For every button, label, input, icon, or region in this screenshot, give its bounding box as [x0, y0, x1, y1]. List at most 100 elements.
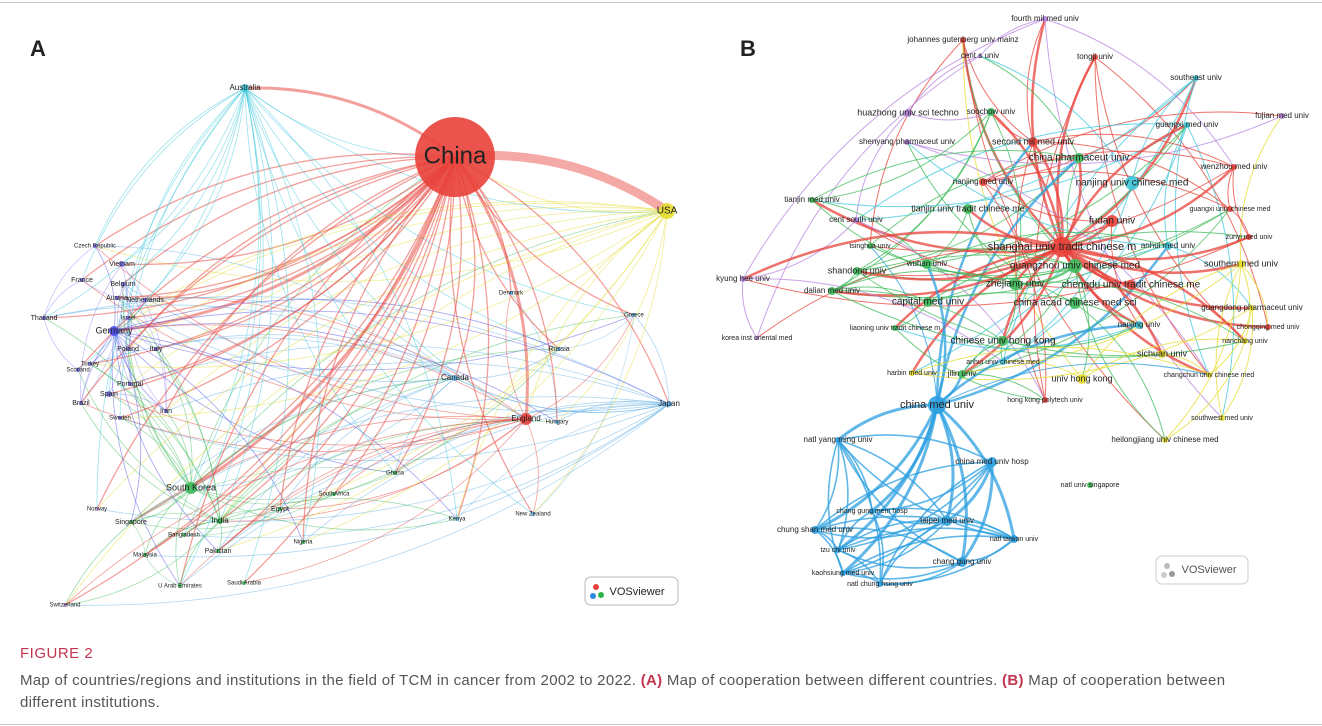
node [88, 362, 92, 366]
edge [1044, 18, 1235, 168]
edge [837, 439, 849, 551]
node-label: capital med univ [892, 297, 964, 308]
edge [894, 245, 1063, 329]
edge [43, 156, 456, 319]
edge [869, 157, 1080, 247]
logo-a: VOSviewer [584, 576, 679, 606]
node [1106, 215, 1118, 227]
edge [144, 156, 456, 301]
edge [449, 156, 534, 515]
edge [165, 210, 668, 412]
edge [454, 377, 670, 413]
node [1010, 535, 1018, 543]
node [119, 261, 125, 267]
node [1279, 113, 1285, 119]
node-label: guangzhou univ chinese med [1010, 261, 1140, 272]
edge [127, 206, 668, 350]
node-label: Italy [150, 346, 163, 353]
logo-box [1155, 555, 1249, 585]
node-label: Poland [117, 346, 139, 353]
edge [302, 156, 456, 543]
edge [1026, 18, 1046, 143]
edge [127, 317, 221, 522]
edge [979, 55, 1080, 159]
node-label: Saudi Arabia [227, 581, 262, 587]
edge [217, 210, 668, 552]
edge [982, 181, 1113, 222]
edge [814, 515, 1015, 540]
edge [43, 317, 79, 371]
node-label: chinese univ hong kong [950, 336, 1055, 347]
edge [217, 403, 670, 552]
panel-label: B [740, 36, 756, 61]
node [960, 37, 966, 43]
edge [113, 330, 396, 474]
node [835, 547, 841, 553]
edge [1074, 265, 1166, 441]
node-label: fujian med univ [1255, 111, 1309, 120]
node-label: southeast univ [1170, 73, 1222, 82]
edge [831, 245, 1063, 297]
node [958, 370, 966, 378]
edge [129, 210, 668, 385]
edge [243, 418, 527, 584]
edge [927, 230, 1250, 303]
caption-ref: (B) [1002, 672, 1024, 689]
edge [907, 111, 992, 121]
edge [127, 156, 456, 350]
node-label: dalian med univ [804, 286, 860, 295]
edge [219, 498, 458, 522]
node-label: Bangladesh [168, 533, 200, 539]
edge [936, 323, 1140, 406]
edge [742, 18, 1046, 280]
edge [456, 210, 668, 520]
edge [219, 377, 456, 522]
node [987, 457, 997, 467]
edge [741, 278, 758, 339]
edge [81, 279, 146, 301]
node-label: hong kong polytech univ [1007, 397, 1083, 404]
node-label: Iran [160, 408, 172, 415]
node [1052, 237, 1072, 257]
logo-icon [1169, 571, 1175, 577]
edge [935, 141, 1034, 406]
edge [1061, 166, 1235, 249]
edge [219, 156, 456, 522]
node [1126, 280, 1136, 290]
edge [1081, 263, 1242, 380]
node-label: shenyang pharmaceut univ [859, 137, 955, 146]
edge [842, 572, 881, 585]
edge [990, 111, 1022, 285]
node-label: univ hong kong [1051, 373, 1112, 383]
node-label: chang gung mem hosp [836, 508, 907, 515]
edge [814, 461, 993, 531]
edge [814, 520, 948, 539]
node-label: chung shan med univ [777, 525, 853, 534]
edge [64, 418, 527, 606]
edge [1232, 166, 1250, 238]
edge [831, 286, 929, 303]
node-label: fudan univ [1089, 216, 1135, 227]
edge [525, 314, 635, 420]
edge [113, 330, 458, 520]
edge [906, 141, 1169, 247]
node [1158, 350, 1166, 358]
node-label: taipei med univ [920, 516, 974, 525]
edge [130, 415, 527, 523]
edge [179, 418, 527, 587]
edge [244, 87, 321, 543]
edge [175, 487, 192, 587]
edge [183, 87, 261, 536]
edge [505, 292, 527, 420]
node-label: anhui univ chinese med [966, 359, 1040, 366]
edge [113, 310, 670, 405]
edge [165, 361, 670, 412]
edge [811, 124, 1188, 208]
node [1077, 374, 1087, 384]
edge [165, 410, 192, 489]
node-label: nanjing univ [1118, 320, 1161, 329]
node [121, 282, 125, 286]
edge [77, 369, 221, 522]
node [129, 520, 133, 524]
node-label: Switzerland [49, 603, 80, 609]
